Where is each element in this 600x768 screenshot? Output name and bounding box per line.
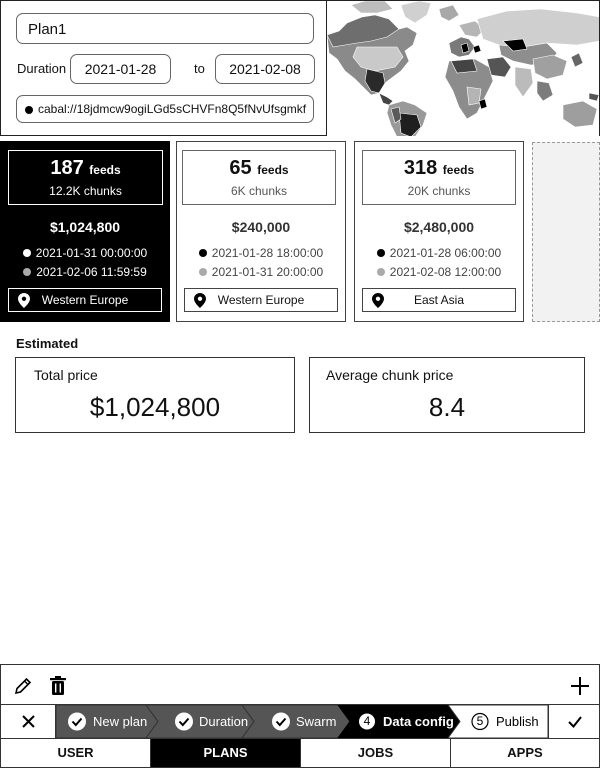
cabal-address-text: cabal://18jdmcw9ogiLGd5sCHVFn8Q5fNvUfsgm… [38,102,307,116]
wizard-steps-bar: New plan Duration Swarm 4 Data config 5 … [0,704,600,739]
chunks-count: 6K chunks [230,184,288,198]
start-date-input[interactable]: 2021-01-28 [70,54,171,84]
tab-jobs[interactable]: JOBS [301,739,451,767]
cabal-address-field[interactable]: cabal://18jdmcw9ogiLGd5sCHVFn8Q5fNvUfsgm… [16,95,314,123]
duration-label: Duration [17,61,67,76]
card-start-time: 2021-01-28 18:00:00 [177,246,345,260]
step-number: 4 [363,714,371,728]
to-label: to [194,61,205,76]
card-end-time: 2021-02-08 12:00:00 [355,265,523,279]
end-dot-icon [376,268,385,276]
end-dot-icon [23,268,32,276]
bottom-toolbar [0,664,600,705]
feed-card[interactable]: 318 feeds 20K chunks $2,480,000 2021-01-… [354,141,524,322]
feed-card-header: 65 feeds 6K chunks [182,150,336,205]
feed-cards-row: 187 feeds 12.2K chunks $1,024,800 2021-0… [0,141,600,323]
feed-card[interactable]: 65 feeds 6K chunks $240,000 2021-01-28 1… [176,141,346,322]
total-price-value: $1,024,800 [89,392,221,422]
region-selector[interactable]: East Asia [362,288,516,312]
feeds-unit: feeds [257,163,289,177]
start-dot-icon [198,249,207,257]
world-map-icon [327,1,599,136]
card-price: $2,480,000 [403,219,475,235]
end-time-text: 2021-01-31 20:00:00 [211,265,324,279]
steps-arrows [56,705,548,738]
average-chunk-price-box: Average chunk price 8.4 [309,357,585,433]
add-card-placeholder[interactable] [532,142,600,322]
start-dot-icon [376,249,385,257]
feed-card-header: 187 feeds 12.2K chunks [8,150,163,205]
step-swarm[interactable]: Swarm [296,714,337,729]
check-icon [568,716,582,729]
feeds-unit: feeds [89,163,121,177]
start-time-text: 2021-01-28 06:00:00 [389,246,502,260]
main-tabs: USER PLANS JOBS APPS [0,739,600,768]
end-dot-icon [198,268,207,276]
estimated-title: Estimated [16,336,79,351]
start-time-text: 2021-01-31 00:00:00 [35,246,148,260]
chunks-count: 12.2K chunks [49,184,122,198]
step-publish[interactable]: Publish [496,714,539,729]
status-dot [25,106,33,114]
world-map[interactable] [327,0,600,136]
region-label: East Asia [413,293,465,307]
plan-name-input[interactable]: Plan1 [16,13,314,44]
end-date-input[interactable]: 2021-02-08 [215,54,315,84]
step-new-plan[interactable]: New plan [93,714,148,729]
region-label: Western Europe [217,293,305,307]
end-time-text: 2021-02-08 12:00:00 [389,265,502,279]
pencil-icon[interactable] [11,674,35,698]
feed-card-header: 318 feeds 20K chunks [362,150,516,205]
average-chunk-price-value: 8.4 [428,392,466,422]
feeds-unit: feeds [442,163,475,177]
location-pin-icon [18,293,30,308]
step-duration[interactable]: Duration [199,714,249,729]
tab-user[interactable]: USER [1,739,151,767]
location-pin-icon [372,293,384,308]
card-price: $1,024,800 [49,219,121,235]
trash-icon[interactable] [46,674,70,698]
close-icon [22,715,35,728]
start-time-text: 2021-01-28 18:00:00 [211,246,324,260]
feed-card[interactable]: 187 feeds 12.2K chunks $1,024,800 2021-0… [0,141,170,322]
feeds-count: 187 [50,157,84,179]
card-end-time: 2021-01-31 20:00:00 [177,265,345,279]
step-number: 5 [476,714,484,728]
plan-settings-panel: Plan1 Duration 2021-01-28 to 2021-02-08 … [0,0,327,136]
chunks-count: 20K chunks [407,184,471,198]
feeds-count: 65 [229,157,252,179]
confirm-button[interactable] [548,705,600,738]
region-selector[interactable]: Western Europe [184,288,338,312]
card-start-time: 2021-01-31 00:00:00 [1,246,169,260]
tab-plans[interactable]: PLANS [151,739,301,767]
total-price-label: Total price [34,367,98,383]
plus-icon[interactable] [568,674,592,698]
region-selector[interactable]: Western Europe [8,288,162,312]
tab-apps[interactable]: APPS [507,745,543,760]
card-start-time: 2021-01-28 06:00:00 [355,246,523,260]
start-dot-icon [22,249,31,257]
close-wizard-button[interactable] [1,705,56,738]
region-label: Western Europe [41,293,129,307]
average-chunk-price-label: Average chunk price [326,367,454,383]
location-pin-icon [194,293,206,308]
feeds-count: 318 [403,157,438,179]
card-price: $240,000 [231,219,291,235]
total-price-box: Total price $1,024,800 [15,357,295,433]
plan-header-section: Plan1 Duration 2021-01-28 to 2021-02-08 … [0,0,600,136]
step-data-config[interactable]: Data config [383,714,454,729]
card-end-time: 2021-02-06 11:59:59 [1,265,169,279]
end-time-text: 2021-02-06 11:59:59 [36,265,147,279]
